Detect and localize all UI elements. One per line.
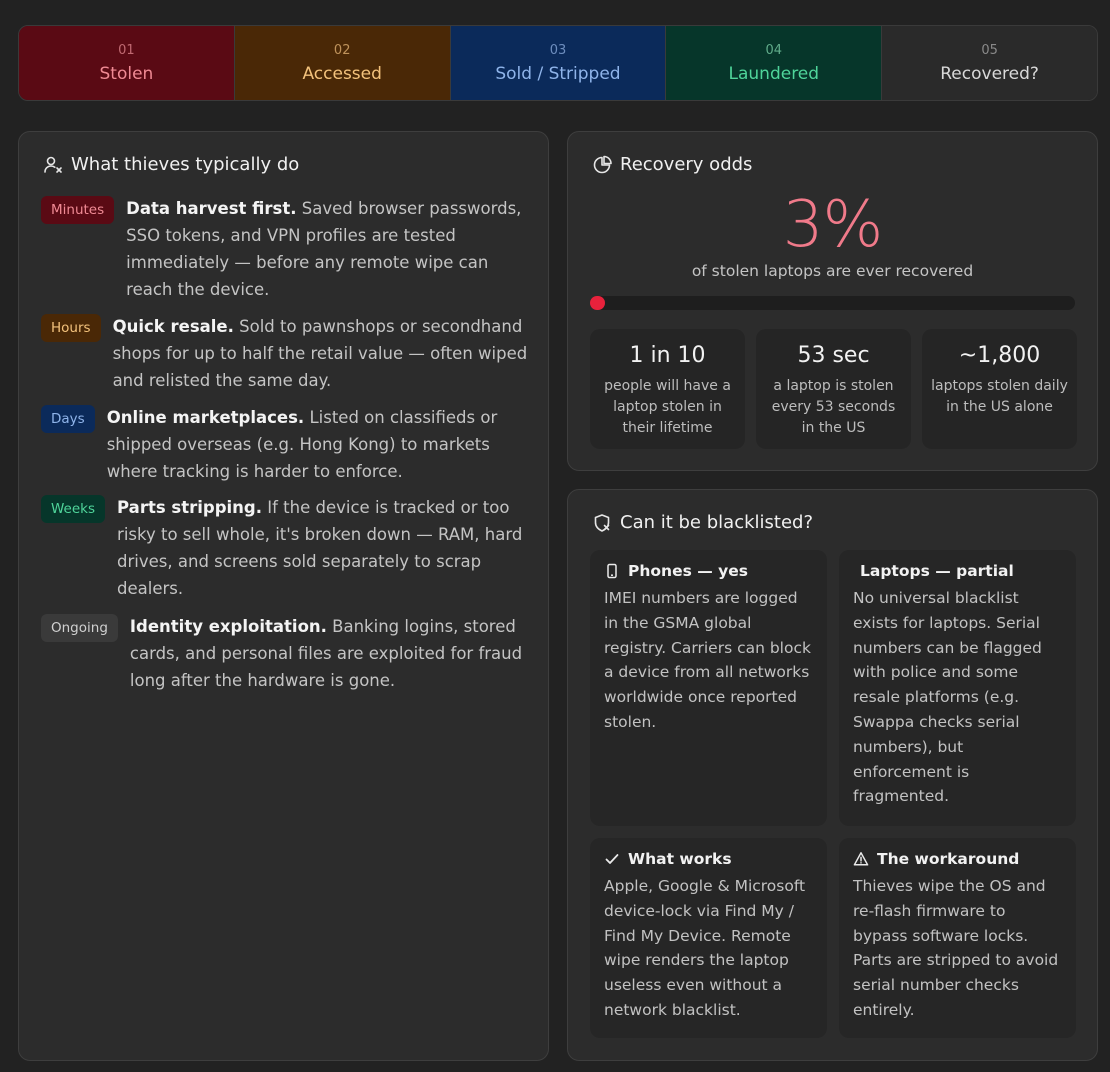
stage-label: Laundered [728, 63, 820, 84]
recovery-progress-bar [590, 296, 1075, 310]
user-x-icon [44, 156, 62, 173]
card-title-text: Recovery odds [620, 154, 753, 175]
blacklist-box-body: Apple, Google & Microsoft device-lock vi… [604, 877, 806, 1019]
timeline-head: Online marketplaces. [106, 408, 305, 427]
timeline-text: Quick resale. Sold to pawnshops or secon… [113, 313, 528, 394]
timeline-body: If the device is tracked or too risky to… [117, 498, 523, 598]
timeline-text: Identity exploitation. Banking logins, s… [130, 613, 528, 694]
time-badge: Weeks [41, 495, 106, 523]
stage-number: 01 [118, 42, 135, 58]
blacklist-box-title: What works [628, 850, 732, 868]
stage-label: Recovered? [940, 63, 1039, 84]
timeline-head: Data harvest first. [126, 199, 297, 218]
stage-sold-stripped[interactable]: 03 Sold / Stripped [450, 26, 667, 100]
phone-icon [607, 563, 617, 579]
blacklist-box-body: No universal blacklist exists for laptop… [853, 589, 1042, 806]
blacklist-box-workaround: The workaround Thieves wipe the OS and r… [839, 838, 1076, 1038]
check-icon [605, 854, 619, 864]
blacklist-card-title: Can it be blacklisted? [592, 512, 813, 533]
recovery-card: Recovery odds 3% of stolen laptops are e… [567, 131, 1098, 471]
stage-number: 05 [981, 42, 998, 58]
time-badge: Minutes [41, 196, 115, 224]
timeline-head: Identity exploitation. [129, 617, 327, 636]
timeline-item: Minutes Data harvest first. Saved browse… [41, 195, 528, 303]
stat-card: 1 in 10 people will have a laptop stolen… [590, 329, 745, 449]
timeline-head: Parts stripping. [117, 498, 263, 517]
timeline-body: Banking logins, stored cards, and person… [129, 617, 523, 690]
timeline-body: Saved browser passwords, SSO tokens, and… [126, 199, 522, 299]
stat-card: ~1,800 laptops stolen daily in the US al… [922, 329, 1077, 449]
blacklist-box-laptops: Laptops — partial No universal blacklist… [839, 550, 1076, 826]
timeline-item: Hours Quick resale. Sold to pawnshops or… [41, 313, 528, 394]
blacklist-box-title: Laptops — partial [860, 562, 1014, 580]
pie-chart-icon [593, 155, 612, 173]
stat-description: people will have a laptop stolen in thei… [604, 378, 731, 436]
timeline-item: Days Online marketplaces. Listed on clas… [41, 404, 528, 485]
stage-number: 04 [765, 42, 783, 58]
stat-value: 53 sec [797, 343, 870, 368]
timeline-body: Sold to pawnshops or secondhand shops fo… [112, 317, 528, 390]
blacklist-box-title: The workaround [877, 850, 1020, 868]
blacklist-box-phones: Phones — yes IMEI numbers are logged in … [590, 550, 827, 826]
stat-description: a laptop is stolen every 53 seconds in t… [771, 378, 896, 436]
stage-label: Accessed [302, 63, 382, 84]
blacklist-box-what-works: What works Apple, Google & Microsoft dev… [590, 838, 827, 1038]
stat-value: 1 in 10 [629, 343, 706, 368]
blacklist-box-header: Laptops — partial [853, 562, 1062, 580]
stage-number: 02 [333, 42, 351, 58]
recovery-progress-fill [590, 296, 605, 310]
stat-value: ~1,800 [958, 343, 1041, 368]
timeline-text: Parts stripping. If the device is tracke… [117, 494, 528, 602]
time-badge: Ongoing [41, 614, 118, 642]
blacklist-box-header: The workaround [853, 850, 1062, 868]
recovery-card-title: Recovery odds [592, 154, 752, 175]
thieves-card-title: What thieves typically do [43, 154, 299, 175]
recovery-subtitle: of stolen laptops are ever recovered [691, 262, 974, 280]
blacklist-box-header: Phones — yes [604, 562, 813, 580]
blacklist-box-body: Thieves wipe the OS and re-flash firmwar… [853, 877, 1059, 1019]
stat-card: 53 sec a laptop is stolen every 53 secon… [756, 329, 911, 449]
blacklist-card: Can it be blacklisted? Phones — yes IMEI… [567, 489, 1098, 1061]
card-title-text: Can it be blacklisted? [620, 512, 813, 533]
timeline-body: Listed on classifieds or shipped oversea… [106, 408, 498, 481]
stage-label: Sold / Stripped [495, 63, 621, 84]
time-badge: Hours [41, 314, 101, 342]
timeline-head: Quick resale. [112, 317, 234, 336]
warning-icon [853, 852, 869, 866]
stage-accessed[interactable]: 02 Accessed [234, 26, 451, 100]
timeline-item: Ongoing Identity exploitation. Banking l… [41, 613, 528, 694]
stage-number: 03 [549, 42, 567, 58]
blacklist-box-header: What works [604, 850, 813, 868]
timeline-text: Online marketplaces. Listed on classifie… [107, 404, 528, 485]
time-badge: Days [41, 405, 95, 433]
blacklist-box-body: IMEI numbers are logged in the GSMA glob… [604, 589, 811, 731]
stat-description: laptops stolen daily in the US alone [931, 378, 1068, 415]
stage-bar: 01 Stolen 02 Accessed 03 Sold / Stripped… [18, 25, 1098, 101]
blacklist-box-title: Phones — yes [628, 562, 748, 580]
stage-label: Stolen [99, 63, 154, 84]
thieves-card: What thieves typically do Minutes Data h… [18, 131, 549, 1061]
stage-laundered[interactable]: 04 Laundered [666, 26, 883, 100]
recovery-percent: 3% [782, 188, 884, 262]
shield-x-icon [594, 513, 610, 532]
timeline-text: Data harvest first. Saved browser passwo… [126, 195, 528, 303]
card-title-text: What thieves typically do [71, 154, 300, 175]
stage-stolen[interactable]: 01 Stolen [19, 26, 235, 100]
timeline-item: Weeks Parts stripping. If the device is … [41, 494, 528, 602]
stage-recovered[interactable]: 05 Recovered? [882, 26, 1097, 100]
